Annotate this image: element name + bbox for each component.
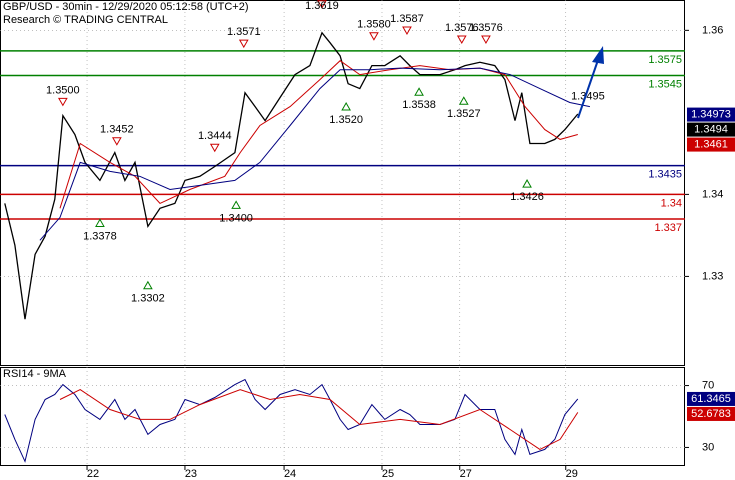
high-marker	[57, 97, 68, 107]
low-label: 1.3520	[329, 114, 363, 126]
price-tag	[687, 137, 735, 152]
high-label: 1.3452	[100, 124, 134, 136]
series-line	[59, 60, 578, 209]
high-label: 1.3587	[390, 13, 424, 25]
level-label: 1.337	[654, 222, 682, 234]
price-tag-label: 1.3494	[694, 123, 728, 135]
low-marker	[414, 87, 424, 96]
chart-subtitle: Research © TRADING CENTRAL	[3, 14, 168, 26]
rsi-panel-frame	[0, 367, 685, 466]
series-line	[59, 389, 579, 450]
x-tick-label: 25	[382, 468, 394, 480]
price-tag-label: 1.3461	[694, 138, 728, 150]
high-label: 1.3500	[46, 84, 80, 96]
high-marker	[456, 35, 467, 45]
low-marker	[522, 179, 532, 188]
y-tick-label: 70	[702, 379, 714, 391]
high-label: 1.3619	[305, 0, 339, 12]
high-label: 1.3571	[227, 26, 261, 38]
low-marker	[341, 101, 351, 111]
x-tick-label: 23	[185, 468, 197, 480]
high-marker	[238, 39, 249, 49]
high-marker	[317, 0, 327, 9]
x-tick-label: 29	[566, 468, 578, 480]
low-label: 1.3378	[83, 230, 117, 242]
x-tick-label: 22	[87, 468, 99, 480]
high-label: 1.3576	[445, 22, 479, 34]
level-label: 1.3545	[648, 78, 682, 90]
low-marker	[458, 96, 469, 105]
high-label: 1.3444	[198, 130, 232, 142]
low-label: 1.3527	[447, 108, 481, 120]
price-tag-label: 61.3465	[691, 393, 731, 405]
level-label: 1.3575	[648, 54, 682, 66]
forecast-arrow	[577, 59, 599, 119]
low-label: 1.3302	[131, 293, 165, 305]
x-tick-label: 24	[284, 468, 296, 480]
price-tag-label: 52.6783	[691, 408, 731, 420]
low-label: 1.3538	[402, 99, 436, 111]
level-label: 1.3435	[648, 169, 682, 181]
price-tag	[687, 107, 735, 122]
x-tick-label: 27	[460, 468, 472, 480]
high-label: 1.3580	[357, 19, 391, 31]
chart-title: GBP/USD - 30min - 12/29/2020 05:12:58 (U…	[3, 1, 248, 13]
level-label: 1.34	[661, 197, 682, 209]
y-tick-label: 1.36	[702, 24, 723, 36]
price-tag	[687, 391, 735, 406]
y-tick-label: 1.34	[702, 188, 723, 200]
low-label: 1.3426	[510, 191, 544, 203]
low-marker	[231, 200, 241, 209]
high-marker	[402, 26, 412, 36]
high-marker	[111, 137, 122, 146]
high-marker	[369, 32, 379, 41]
low-marker	[143, 280, 153, 290]
high-marker	[209, 143, 220, 153]
price-tag	[687, 406, 735, 421]
low-label: 1.3400	[219, 212, 253, 224]
high-label: 1.3576	[469, 22, 503, 34]
price-tag-label: 1.34973	[691, 108, 731, 120]
high-marker	[481, 35, 491, 45]
series-line	[4, 378, 579, 463]
series-line	[4, 31, 579, 320]
rsi-title: RSI14 - 9MA	[3, 368, 67, 380]
y-tick-label: 1.33	[702, 270, 723, 282]
low-marker	[95, 218, 105, 227]
y-tick-label: 30	[702, 441, 714, 453]
series-line	[39, 67, 590, 241]
forecast-arrow-head	[592, 46, 604, 64]
price-tag	[687, 122, 735, 137]
target-label: 1.3495	[571, 90, 605, 102]
main-panel-frame	[0, 0, 685, 366]
